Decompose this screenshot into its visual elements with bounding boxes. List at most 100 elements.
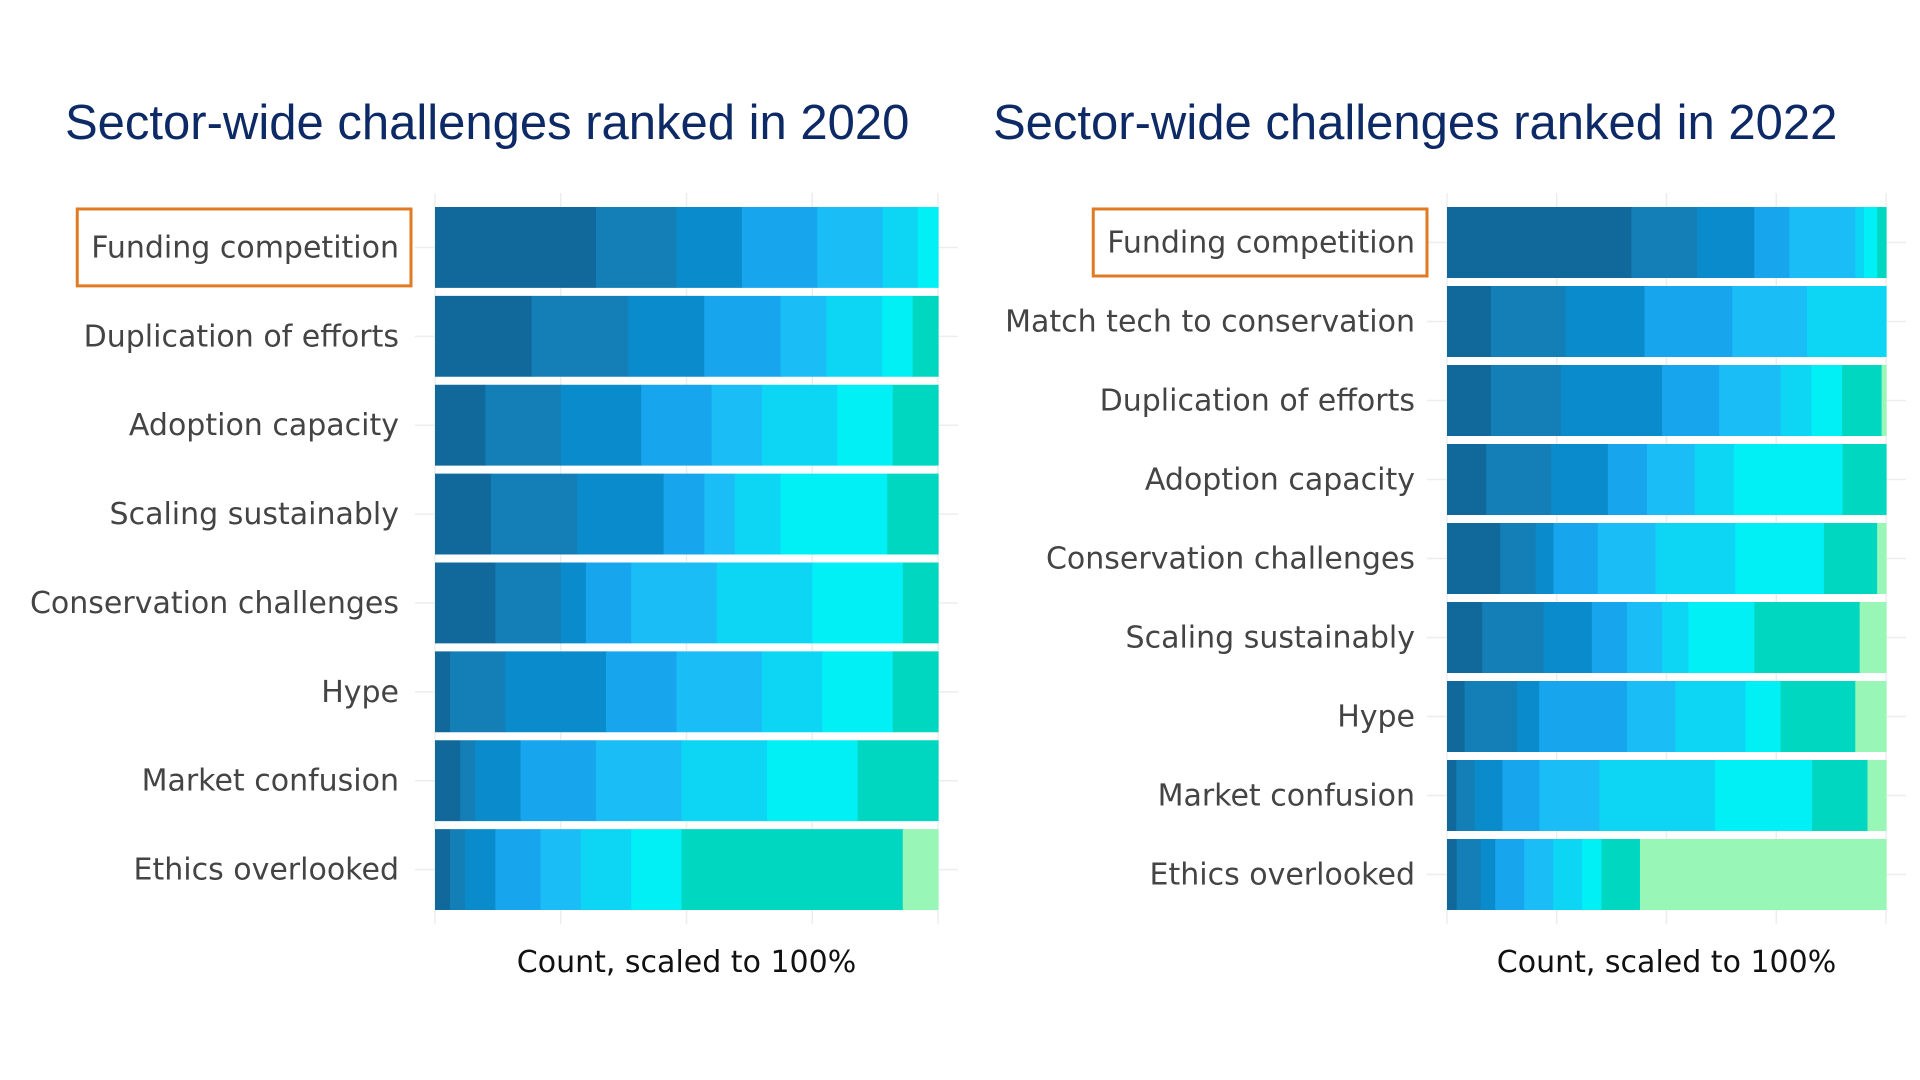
bar-segment [761, 384, 838, 466]
bar-segment [465, 829, 496, 910]
bar-segment [435, 740, 461, 822]
category-label: Duplication of efforts [1100, 384, 1415, 419]
bar-segment [837, 384, 894, 466]
x-axis-label: Count, scaled to 100% [517, 945, 856, 980]
bar-segment [887, 473, 939, 555]
bar-segment [1447, 286, 1492, 357]
bar-segment [1535, 523, 1555, 594]
bar-segment [1626, 681, 1676, 752]
bar-segment [812, 562, 904, 644]
bar-segment [1539, 681, 1628, 752]
bar-segment [892, 384, 939, 466]
bar-segment [822, 651, 894, 733]
bar-segment [1780, 365, 1812, 436]
bar-segment [681, 829, 904, 910]
bar-segment [540, 829, 582, 910]
category-label: Adoption capacity [1145, 463, 1415, 498]
category-label: Market confusion [1158, 779, 1415, 814]
bar-segment [716, 562, 813, 644]
bar-segment [1601, 839, 1641, 910]
bar-segment [1543, 602, 1593, 673]
chart-2022-plot: Funding competition Match tech to conserv… [1005, 193, 1906, 980]
bar-segment [435, 295, 533, 377]
bar-segment [1447, 207, 1632, 278]
bar-segment [711, 384, 763, 466]
bar-segment [1715, 760, 1813, 831]
bar-segment [1561, 365, 1663, 436]
bar-segment [663, 473, 705, 555]
bar-segment [1495, 839, 1525, 910]
bar-segment [641, 384, 713, 466]
bar-segment [734, 473, 782, 555]
bar-segment [1655, 523, 1736, 594]
bar-segment [1553, 839, 1583, 910]
bar-segment [1754, 602, 1861, 673]
bar-segment [902, 562, 939, 644]
bar-segment [1842, 444, 1887, 515]
bar-segment [435, 562, 496, 644]
bar-segment [882, 295, 914, 377]
chart-2020-plot: Funding competition Duplication of effort… [30, 193, 958, 980]
bar-segment [1780, 681, 1856, 752]
bar-segment [766, 740, 859, 822]
bar-segment [435, 651, 451, 733]
bar-segment [1662, 602, 1690, 673]
category-label: Duplication of efforts [84, 319, 399, 354]
bar-segment [435, 829, 451, 910]
bar-segment [1490, 286, 1567, 357]
bar-segment [1877, 207, 1887, 278]
bar-segment [475, 740, 522, 822]
bar-segment [505, 651, 607, 733]
bar-segment [1474, 760, 1504, 831]
bar-segment [1447, 365, 1492, 436]
bar-segment [520, 740, 597, 822]
bar-segment [882, 207, 919, 288]
bar-segment [1502, 760, 1541, 831]
category-label: Hype [1337, 700, 1415, 735]
bar-segment [485, 384, 562, 466]
bar-segment [450, 651, 507, 733]
bar-segment [817, 207, 884, 288]
category-label: Ethics overlooked [134, 853, 399, 888]
bar-segment [435, 384, 486, 466]
bar-segment [1591, 602, 1628, 673]
bar-segment [1447, 839, 1458, 910]
bar-segment [1482, 602, 1545, 673]
bar-segment [531, 295, 629, 377]
bar-segment [577, 473, 665, 555]
bar-segment [917, 207, 939, 288]
bar-segment [1646, 444, 1696, 515]
bar-segment [450, 829, 466, 910]
bar-segment [780, 295, 827, 377]
bar-segment [495, 562, 562, 644]
chart-2022-title: Sector-wide challenges ranked in 2022 [993, 96, 1838, 150]
bar-segment [1480, 839, 1496, 910]
bar-segment [595, 740, 683, 822]
chart-2020-title: Sector-wide challenges ranked in 2020 [65, 96, 910, 150]
bar-segment [1789, 207, 1856, 278]
category-label: Market confusion [142, 764, 399, 799]
bar-segment [1855, 207, 1865, 278]
bar-segment [676, 207, 743, 288]
bar-segment [595, 207, 678, 288]
bar-segment [1486, 444, 1552, 515]
bar-segment [1662, 365, 1720, 436]
bar-segment [1607, 444, 1648, 515]
bar-segment [606, 651, 678, 733]
bar-segment [1745, 681, 1782, 752]
bar-segment [1582, 839, 1602, 910]
bar-segment [585, 562, 632, 644]
bar-segment [628, 295, 705, 377]
bar-segment [1447, 444, 1487, 515]
category-label: Ethics overlooked [1150, 858, 1415, 893]
bar-segment [631, 829, 683, 910]
bar-segment [495, 829, 542, 910]
category-label: Adoption capacity [129, 408, 399, 443]
bar-segment [435, 473, 492, 555]
bar-segment [780, 473, 888, 555]
bar-segment [560, 562, 587, 644]
bar-segment [1597, 523, 1657, 594]
category-label: Scaling sustainably [110, 497, 399, 532]
bar-segment [1697, 207, 1755, 278]
category-label: Hype [321, 675, 399, 710]
